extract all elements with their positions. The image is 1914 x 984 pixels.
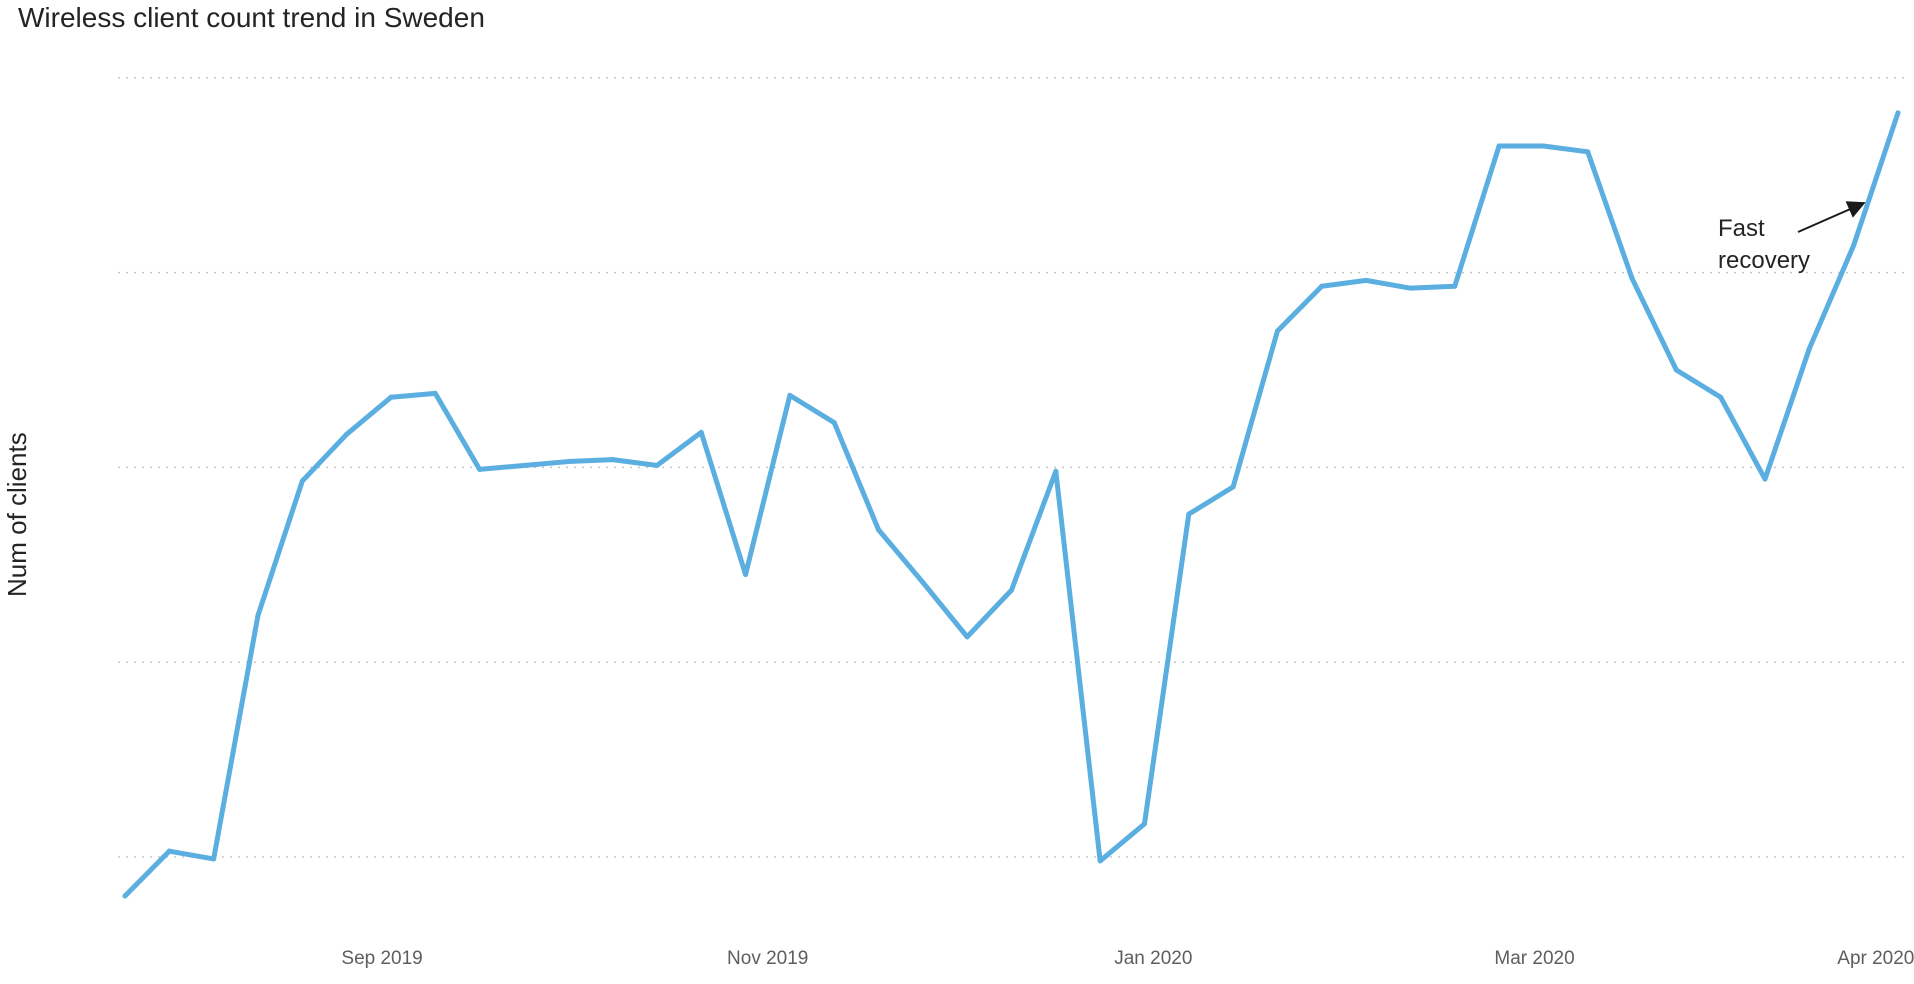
data-point bbox=[1851, 242, 1857, 248]
data-point bbox=[1097, 858, 1103, 864]
series-group bbox=[122, 110, 1901, 899]
data-point bbox=[1230, 484, 1236, 490]
data-point bbox=[1806, 346, 1812, 352]
data-point bbox=[565, 459, 571, 465]
data-point bbox=[1585, 149, 1591, 155]
data-point bbox=[122, 893, 128, 899]
annotation-arrow bbox=[1797, 201, 1866, 233]
data-point bbox=[1452, 283, 1458, 289]
data-point bbox=[1718, 394, 1724, 400]
data-point bbox=[1186, 511, 1192, 517]
data-point bbox=[1141, 821, 1147, 827]
data-point bbox=[876, 527, 882, 533]
data-point bbox=[787, 392, 793, 398]
data-point bbox=[1496, 143, 1502, 149]
annotation-text: recovery bbox=[1718, 247, 1810, 274]
data-point bbox=[1053, 468, 1059, 474]
x-tick-label: Apr 2020 bbox=[1837, 948, 1914, 969]
data-point bbox=[477, 466, 483, 472]
series-line bbox=[122, 110, 1901, 899]
data-point bbox=[1540, 143, 1546, 149]
data-point bbox=[1895, 110, 1901, 116]
data-point bbox=[432, 390, 438, 396]
x-axis-ticks: Sep 2019 Nov 2019 Jan 2020 Mar 2020 Apr 2020 bbox=[341, 948, 1914, 969]
data-point bbox=[1629, 275, 1635, 281]
data-point bbox=[388, 394, 394, 400]
x-tick-label: Mar 2020 bbox=[1494, 948, 1574, 969]
data-point bbox=[698, 429, 704, 435]
data-point bbox=[610, 457, 616, 463]
annotation: Fast recovery bbox=[1718, 201, 1866, 274]
data-point bbox=[1407, 285, 1413, 291]
x-tick-label: Sep 2019 bbox=[341, 948, 422, 969]
data-point bbox=[521, 462, 527, 468]
data-point bbox=[344, 431, 350, 437]
data-point bbox=[654, 462, 660, 468]
data-point bbox=[1274, 328, 1280, 334]
data-point bbox=[1009, 587, 1014, 593]
data-point bbox=[1673, 367, 1679, 373]
x-tick-label: Jan 2020 bbox=[1114, 948, 1192, 969]
data-point bbox=[920, 579, 926, 585]
annotation-text: Fast bbox=[1718, 215, 1765, 242]
chart-title: Wireless client count trend in Sweden bbox=[18, 2, 485, 33]
data-point bbox=[1762, 476, 1768, 482]
data-point bbox=[743, 572, 749, 578]
gridlines bbox=[118, 77, 1910, 858]
x-tick-label: Nov 2019 bbox=[727, 948, 808, 969]
data-point bbox=[166, 848, 172, 854]
data-point bbox=[299, 478, 305, 484]
data-point bbox=[211, 856, 217, 862]
data-point bbox=[1363, 277, 1369, 283]
data-point bbox=[255, 612, 261, 618]
data-point bbox=[831, 420, 837, 426]
data-point bbox=[964, 634, 970, 640]
data-point bbox=[1319, 283, 1325, 289]
